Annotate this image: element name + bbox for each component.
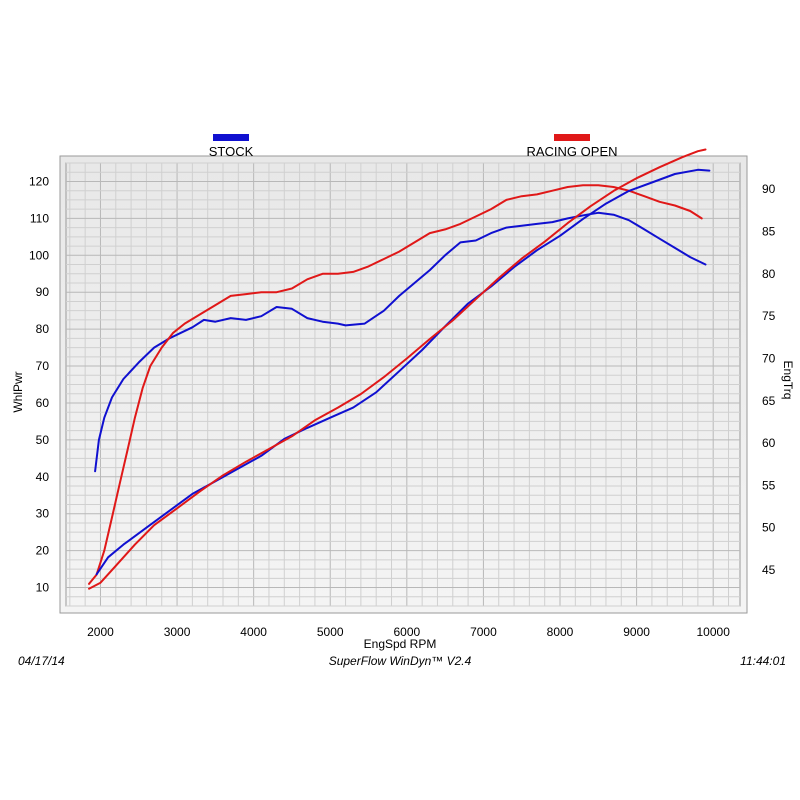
x-tick-label: 9000 xyxy=(623,625,650,639)
x-tick-label: 3000 xyxy=(164,625,191,639)
y-left-tick-label: 110 xyxy=(30,211,49,225)
legend-label-stock: STOCK xyxy=(209,144,254,159)
footer-software-label: SuperFlow WinDyn™ V2.4 xyxy=(328,654,472,668)
y-right-tick-label: 85 xyxy=(762,225,776,239)
y-axis-right-title: EngTrq xyxy=(781,361,795,400)
racing-open-torque-line xyxy=(88,148,707,590)
y-right-tick-label: 65 xyxy=(762,394,776,408)
x-tick-label: 6000 xyxy=(393,625,420,639)
y-right-tick-label: 50 xyxy=(762,521,776,535)
legend: STOCK RACING OPEN xyxy=(209,134,618,159)
y-left-tick-label: 120 xyxy=(29,174,49,188)
y-left-tick-label: 70 xyxy=(36,359,50,373)
series-lines xyxy=(88,148,711,590)
y-right-tick-label: 75 xyxy=(762,309,776,323)
footer-time: 11:44:01 xyxy=(740,654,786,668)
y-left-tick-label: 10 xyxy=(36,581,50,595)
y-right-tick-label: 45 xyxy=(762,563,776,577)
y-left-tick-label: 20 xyxy=(36,544,50,558)
x-tick-label: 10000 xyxy=(697,625,731,639)
racing-open-power-line xyxy=(88,184,703,585)
x-axis-title: EngSpd RPM xyxy=(364,637,437,651)
x-tick-label: 7000 xyxy=(470,625,497,639)
y-left-tick-label: 30 xyxy=(36,507,50,521)
x-tick-label: 8000 xyxy=(547,625,574,639)
legend-swatch-racing-open xyxy=(554,134,590,141)
y-left-tick-label: 50 xyxy=(36,433,50,447)
footer-date: 04/17/14 xyxy=(18,654,65,668)
axis-tick-labels: 2000 3000 4000 5000 6000 7000 8000 9000 10000 10 2… xyxy=(29,174,776,639)
y-right-tick-label: 80 xyxy=(762,267,776,281)
y-left-tick-label: 80 xyxy=(36,322,50,336)
y-right-tick-label: 60 xyxy=(762,436,776,450)
legend-label-racing-open: RACING OPEN xyxy=(526,144,617,159)
y-left-tick-label: 60 xyxy=(36,396,50,410)
y-right-tick-label: 90 xyxy=(762,182,776,196)
y-right-tick-label: 55 xyxy=(762,478,776,492)
y-left-tick-label: 90 xyxy=(36,285,50,299)
y-left-tick-label: 40 xyxy=(36,470,50,484)
stock-torque-line xyxy=(95,168,711,576)
x-tick-label: 2000 xyxy=(87,625,114,639)
stock-power-line xyxy=(94,211,707,473)
x-tick-label: 4000 xyxy=(240,625,267,639)
legend-swatch-stock xyxy=(213,134,249,141)
y-axis-left-title: WhlPwr xyxy=(11,371,25,412)
x-tick-label: 5000 xyxy=(317,625,344,639)
y-right-tick-label: 70 xyxy=(762,351,776,365)
y-left-tick-label: 100 xyxy=(29,248,49,262)
